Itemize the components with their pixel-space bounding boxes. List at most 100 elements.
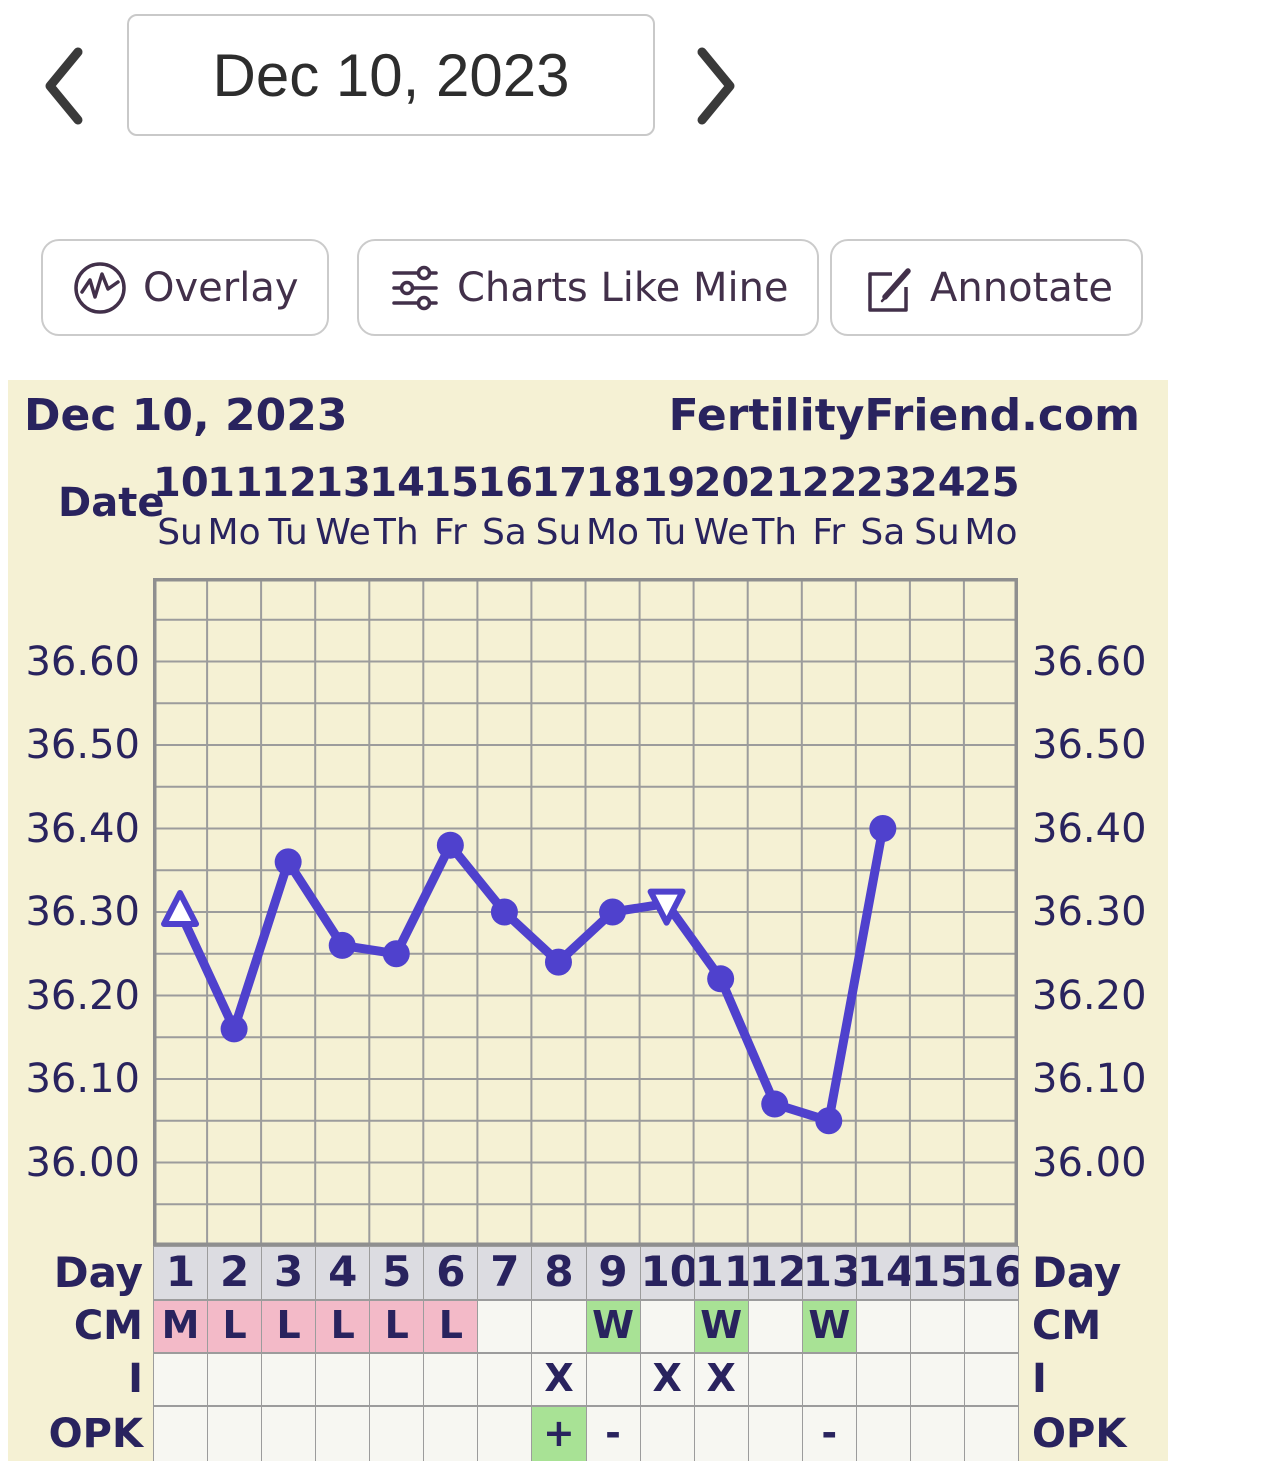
opk-cell — [423, 1406, 479, 1461]
prev-date-button[interactable] — [36, 44, 88, 128]
weekday-label: Mo — [207, 512, 261, 553]
cm-cell: M — [153, 1300, 209, 1353]
cycle-day-cell: 1 — [153, 1246, 209, 1300]
y-axis-tick-left: 36.60 — [25, 638, 140, 685]
row-label-left-i: I — [128, 1356, 143, 1402]
opk-cell: - — [801, 1406, 857, 1461]
i-cell — [909, 1353, 965, 1406]
sliders-icon — [387, 260, 443, 316]
date-display[interactable]: Dec 10, 2023 — [127, 14, 655, 136]
overlay-button[interactable]: Overlay — [41, 239, 329, 336]
date-number: 19 — [639, 460, 696, 506]
temp-point — [599, 898, 627, 926]
y-axis-tick-right: 36.60 — [1032, 638, 1147, 685]
weekday-label: Su — [914, 512, 960, 553]
date-axis-label: Date — [58, 480, 165, 526]
cycle-day-cell: 7 — [477, 1246, 533, 1300]
date-number: 24 — [909, 460, 966, 506]
cycle-day-cell: 15 — [909, 1246, 965, 1300]
temp-point — [382, 940, 410, 968]
weekday-label: Sa — [860, 512, 906, 553]
cm-cell: L — [261, 1300, 317, 1353]
cycle-day-cell: 3 — [261, 1246, 317, 1300]
cm-cell — [909, 1300, 965, 1353]
date-number: 23 — [855, 460, 912, 506]
temp-point — [220, 1015, 248, 1043]
cycle-day-cell: 14 — [855, 1246, 911, 1300]
cm-cell — [963, 1300, 1019, 1353]
weekday-label: Th — [752, 512, 798, 553]
weekday-label: Su — [157, 512, 203, 553]
date-number: 14 — [369, 460, 425, 506]
y-axis-tick-right: 36.20 — [1032, 972, 1147, 1019]
overlay-button-label: Overlay — [143, 264, 299, 311]
cycle-day-cell: 10 — [639, 1246, 695, 1300]
annotate-button[interactable]: Annotate — [830, 239, 1144, 336]
row-label-left-day: Day — [53, 1248, 143, 1297]
y-axis-tick-right: 36.40 — [1032, 805, 1147, 852]
charts-like-mine-button-label: Charts Like Mine — [457, 264, 789, 311]
row-label-left-opk: OPK — [48, 1411, 143, 1457]
i-cell: X — [531, 1353, 587, 1406]
bbt-chart-svg — [153, 578, 1018, 1246]
next-date-button[interactable] — [692, 44, 744, 128]
cycle-day-cell: 11 — [693, 1246, 749, 1300]
date-number: 25 — [963, 460, 1020, 506]
cycle-day-cell: 8 — [531, 1246, 587, 1300]
i-cell — [585, 1353, 641, 1406]
temp-point-triangle-up — [161, 890, 200, 927]
weekday-label: Tu — [646, 512, 687, 553]
date-number: 13 — [315, 460, 371, 506]
i-cell — [153, 1353, 209, 1406]
cm-cell: L — [315, 1300, 371, 1353]
y-axis-tick-left: 36.40 — [25, 805, 140, 852]
i-cell: X — [639, 1353, 695, 1406]
y-axis-tick-right: 36.00 — [1032, 1139, 1147, 1186]
charts-like-mine-button[interactable]: Charts Like Mine — [357, 239, 819, 336]
opk-cell — [747, 1406, 803, 1461]
current-date-label: Dec 10, 2023 — [212, 41, 570, 109]
i-cell — [315, 1353, 371, 1406]
weekday-label: Sa — [481, 512, 527, 553]
fertilityfriend-watermark: FertilityFriend.com — [668, 390, 1140, 441]
cycle-day-cell: 16 — [963, 1246, 1019, 1300]
row-label-left-cm: CM — [73, 1303, 143, 1349]
grid-lines — [153, 578, 1018, 1246]
i-cell — [855, 1353, 911, 1406]
cm-cell — [477, 1300, 533, 1353]
cm-cell: W — [585, 1300, 641, 1353]
opk-cell — [207, 1406, 263, 1461]
opk-cell — [639, 1406, 695, 1461]
temp-point — [274, 848, 302, 876]
cm-cell — [639, 1300, 695, 1353]
cm-cell — [855, 1300, 911, 1353]
cm-cell: W — [693, 1300, 749, 1353]
y-axis-tick-left: 36.10 — [25, 1056, 140, 1102]
chart-date-title: Dec 10, 2023 — [24, 390, 348, 441]
temp-point — [761, 1090, 789, 1118]
y-axis-tick-left: 36.30 — [25, 889, 140, 935]
weekday-label: Tu — [268, 512, 308, 553]
date-number: 18 — [585, 460, 642, 506]
y-axis-tick-left: 36.20 — [25, 972, 140, 1019]
cycle-day-cell: 2 — [207, 1246, 263, 1300]
opk-cell — [153, 1406, 209, 1461]
temp-point — [707, 965, 735, 993]
temp-point — [436, 831, 464, 859]
date-number: 16 — [477, 460, 534, 506]
date-number: 22 — [801, 460, 858, 506]
y-axis-tick-right: 36.50 — [1032, 722, 1147, 768]
temp-point — [328, 931, 356, 959]
temp-point — [490, 898, 518, 926]
opk-cell — [963, 1406, 1019, 1461]
cm-cell — [531, 1300, 587, 1353]
i-cell — [477, 1353, 533, 1406]
cm-cell: W — [801, 1300, 857, 1353]
opk-cell — [477, 1406, 533, 1461]
chevron-right-icon — [692, 44, 744, 128]
date-number: 12 — [261, 460, 317, 506]
opk-cell — [261, 1406, 317, 1461]
chevron-left-icon — [36, 44, 88, 128]
i-cell — [423, 1353, 479, 1406]
temp-point — [869, 815, 897, 842]
